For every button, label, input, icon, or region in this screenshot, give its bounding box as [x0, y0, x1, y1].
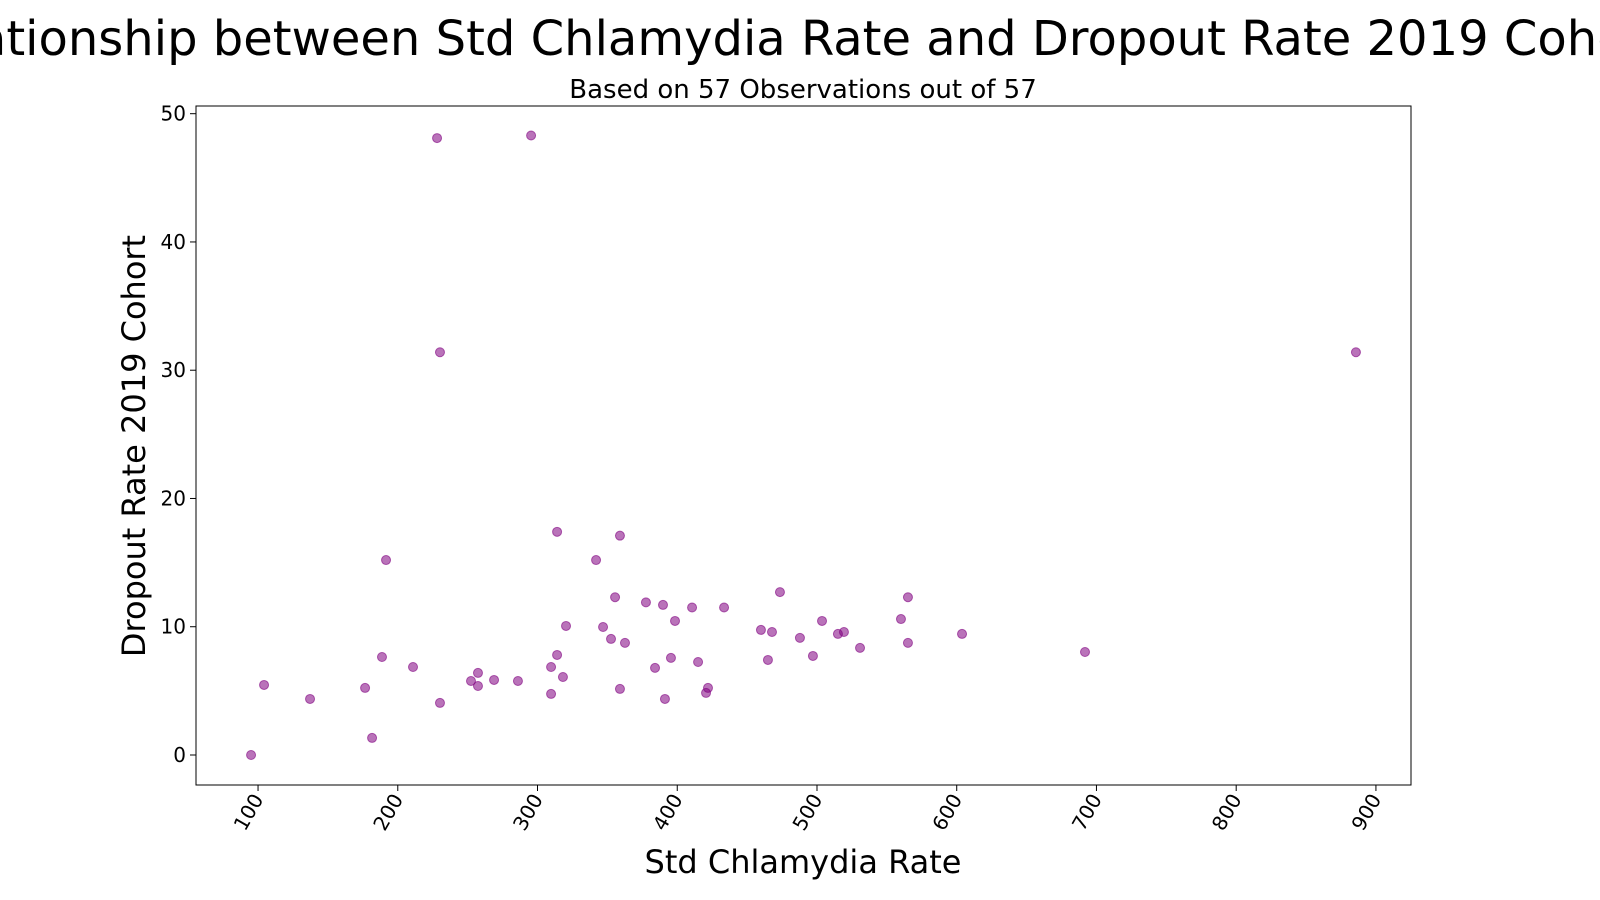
point — [610, 592, 621, 603]
point — [895, 614, 906, 625]
point — [650, 662, 661, 673]
point — [687, 602, 698, 613]
y-tick-label: 50 — [161, 102, 186, 126]
point — [546, 688, 557, 699]
point — [794, 632, 805, 643]
point — [552, 649, 563, 660]
point — [557, 672, 568, 683]
x-tick-label: 400 — [648, 790, 688, 835]
point — [619, 637, 630, 648]
x-tick-label: 500 — [787, 790, 827, 835]
point — [902, 592, 913, 603]
point — [670, 615, 681, 626]
point — [606, 633, 617, 644]
y-tick-label: 0 — [173, 743, 186, 767]
point — [657, 599, 668, 610]
point — [1079, 646, 1090, 657]
y-tick-label: 30 — [161, 358, 186, 382]
point — [755, 624, 766, 635]
point — [838, 626, 849, 637]
point — [614, 530, 625, 541]
x-tick-label: 600 — [927, 790, 967, 835]
point — [807, 650, 818, 661]
point — [259, 679, 270, 690]
point — [512, 675, 523, 686]
point — [432, 133, 443, 144]
point — [246, 749, 257, 760]
point — [719, 602, 730, 613]
point — [598, 621, 609, 632]
y-axis-label: Dropout Rate 2019 Cohort — [115, 235, 153, 657]
y-tick-label: 40 — [161, 230, 186, 254]
y-tick-label: 20 — [161, 486, 186, 510]
point — [766, 626, 777, 637]
point — [902, 637, 913, 648]
point — [465, 675, 476, 686]
point — [360, 682, 371, 693]
point — [1350, 347, 1361, 358]
x-tick-label: 700 — [1067, 790, 1107, 835]
y-tick-label: 10 — [161, 615, 186, 639]
point — [762, 654, 773, 665]
point — [434, 697, 445, 708]
chart-title: Relationship between Std Chlamydia Rate … — [0, 11, 1600, 67]
point — [774, 587, 785, 598]
point — [472, 667, 483, 678]
point — [659, 693, 670, 704]
point — [640, 597, 651, 608]
point — [957, 628, 968, 639]
point — [472, 680, 483, 691]
x-axis-label: Std Chlamydia Rate — [645, 843, 962, 881]
point — [381, 555, 392, 566]
x-tick-label: 900 — [1346, 790, 1386, 835]
point — [376, 651, 387, 662]
point — [434, 347, 445, 358]
x-tick-label: 100 — [228, 790, 268, 835]
point — [855, 642, 866, 653]
x-tick-label: 200 — [368, 790, 408, 835]
plot-frame — [195, 105, 1412, 786]
point — [408, 662, 419, 673]
x-tick-label: 800 — [1207, 790, 1247, 835]
point — [526, 130, 537, 141]
point — [546, 662, 557, 673]
point — [561, 620, 572, 631]
point — [614, 683, 625, 694]
point — [702, 682, 713, 693]
point — [591, 555, 602, 566]
point — [305, 693, 316, 704]
point — [817, 615, 828, 626]
x-tick-label: 300 — [508, 790, 548, 835]
chart-subtitle: Based on 57 Observations out of 57 — [569, 75, 1036, 105]
point — [489, 674, 500, 685]
point — [693, 657, 704, 668]
point — [552, 526, 563, 537]
point — [665, 652, 676, 663]
point — [367, 732, 378, 743]
